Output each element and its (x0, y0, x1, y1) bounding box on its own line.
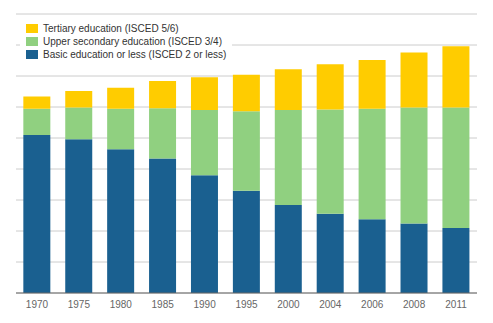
svg-text:1985: 1985 (152, 299, 175, 310)
svg-text:1970: 1970 (26, 299, 49, 310)
svg-text:2000: 2000 (277, 299, 300, 310)
svg-text:2004: 2004 (319, 299, 342, 310)
html-text:Tertiary education (ISCED 5/6): Tertiary education (ISCED 5/6) (43, 23, 179, 34)
html-text:Basic education or less (ISCED: Basic education or less (ISCED 2 or less… (43, 49, 227, 60)
svg-text:2006: 2006 (361, 299, 384, 310)
svg-text:1990: 1990 (193, 299, 216, 310)
html-text:Upper secondary education (ISC: Upper secondary education (ISCED 3/4) (43, 36, 222, 47)
svg-text:1980: 1980 (110, 299, 133, 310)
svg-text:1995: 1995 (235, 299, 258, 310)
svg-text:2008: 2008 (403, 299, 426, 310)
svg-text:1975: 1975 (68, 299, 91, 310)
svg-text:2011: 2011 (445, 299, 467, 310)
